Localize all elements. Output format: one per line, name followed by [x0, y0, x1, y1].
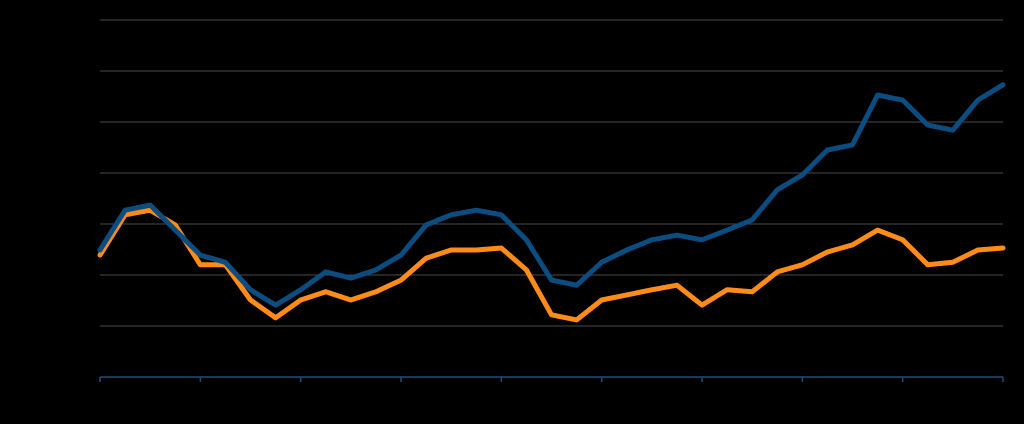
line-series: [97, 207, 1006, 323]
line-series: [97, 82, 1006, 308]
